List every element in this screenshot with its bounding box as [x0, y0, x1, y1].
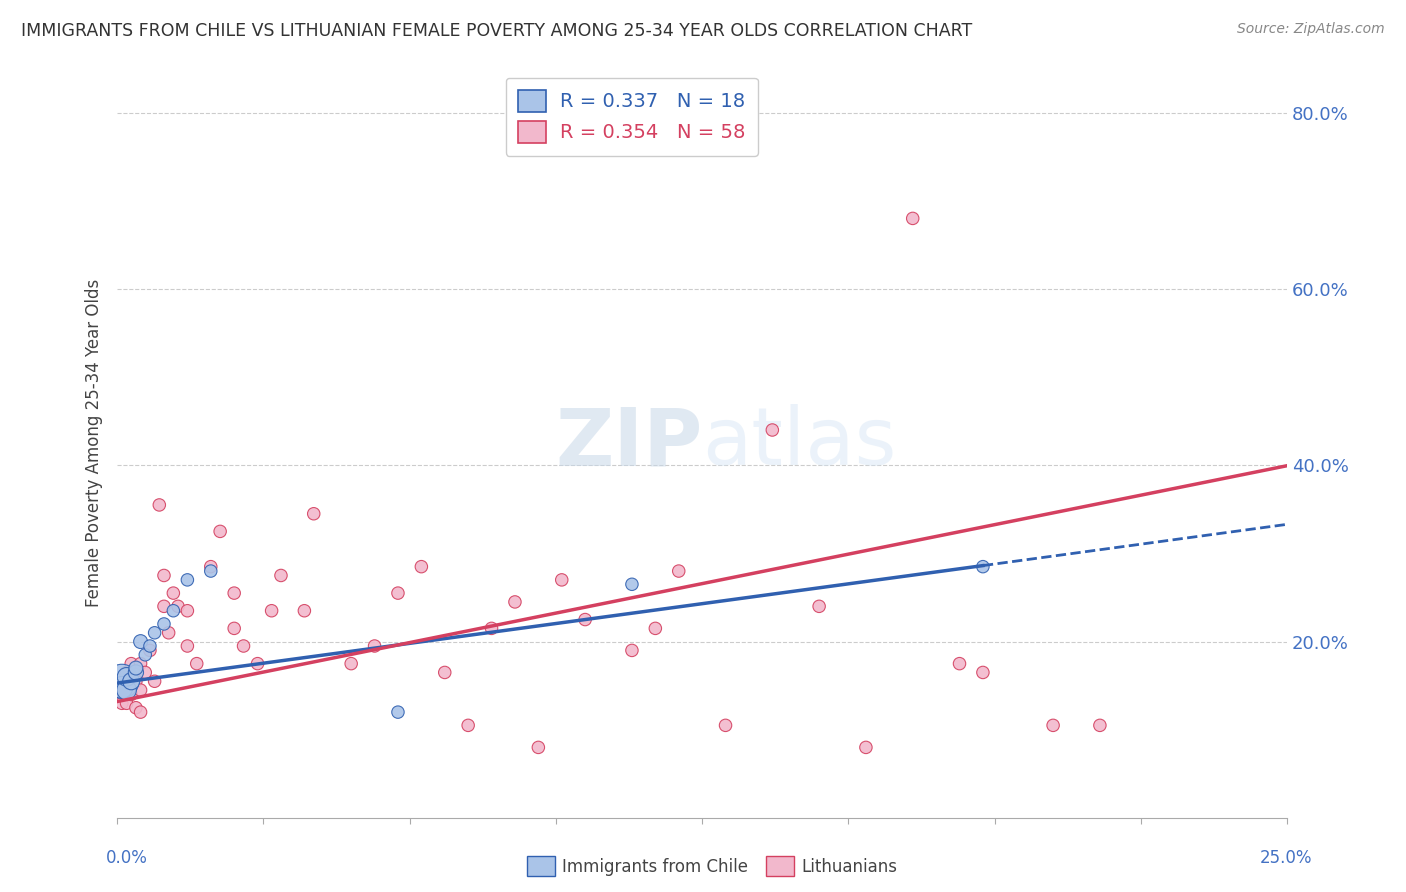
- Point: [527, 740, 550, 755]
- Point: [186, 657, 208, 671]
- Point: [176, 604, 198, 618]
- Point: [143, 674, 166, 689]
- Point: [153, 599, 176, 614]
- Text: atlas: atlas: [702, 404, 897, 483]
- Point: [457, 718, 479, 732]
- Text: Lithuanians: Lithuanians: [801, 858, 897, 876]
- Point: [139, 643, 162, 657]
- Point: [157, 625, 180, 640]
- Text: IMMIGRANTS FROM CHILE VS LITHUANIAN FEMALE POVERTY AMONG 25-34 YEAR OLDS CORRELA: IMMIGRANTS FROM CHILE VS LITHUANIAN FEMA…: [21, 22, 973, 40]
- Point: [111, 681, 134, 695]
- Point: [1042, 718, 1064, 732]
- Point: [115, 683, 138, 698]
- Point: [270, 568, 292, 582]
- Point: [115, 696, 138, 710]
- Point: [200, 559, 222, 574]
- Point: [162, 604, 184, 618]
- Point: [115, 670, 138, 684]
- Point: [111, 674, 134, 689]
- Point: [129, 634, 152, 648]
- Point: [125, 674, 148, 689]
- Point: [551, 573, 574, 587]
- Text: 25.0%: 25.0%: [1260, 848, 1313, 866]
- Point: [120, 688, 142, 702]
- Point: [972, 665, 994, 680]
- Point: [302, 507, 325, 521]
- Y-axis label: Female Poverty Among 25-34 Year Olds: Female Poverty Among 25-34 Year Olds: [86, 279, 103, 607]
- Point: [125, 661, 148, 675]
- Point: [111, 674, 134, 689]
- Point: [620, 577, 643, 591]
- Point: [129, 683, 152, 698]
- Point: [167, 599, 190, 614]
- Point: [855, 740, 877, 755]
- Point: [901, 211, 924, 226]
- Point: [200, 564, 222, 578]
- Point: [620, 643, 643, 657]
- Point: [668, 564, 690, 578]
- Point: [503, 595, 526, 609]
- Point: [115, 665, 138, 680]
- Point: [129, 705, 152, 719]
- Point: [125, 700, 148, 714]
- Point: [411, 559, 433, 574]
- Point: [644, 621, 666, 635]
- Text: 0.0%: 0.0%: [105, 848, 148, 866]
- Point: [129, 657, 152, 671]
- Point: [481, 621, 503, 635]
- Legend: R = 0.337   N = 18, R = 0.354   N = 58: R = 0.337 N = 18, R = 0.354 N = 58: [506, 78, 758, 156]
- Point: [209, 524, 232, 539]
- Point: [948, 657, 970, 671]
- Point: [125, 665, 148, 680]
- Point: [120, 657, 142, 671]
- Point: [433, 665, 456, 680]
- Point: [120, 674, 142, 689]
- Point: [224, 621, 246, 635]
- Point: [260, 604, 283, 618]
- Point: [153, 568, 176, 582]
- Point: [139, 639, 162, 653]
- Point: [134, 665, 156, 680]
- Point: [387, 705, 409, 719]
- Point: [292, 604, 315, 618]
- Point: [162, 586, 184, 600]
- Point: [340, 657, 363, 671]
- Point: [143, 625, 166, 640]
- Text: ZIP: ZIP: [555, 404, 702, 483]
- Point: [246, 657, 269, 671]
- Point: [1088, 718, 1111, 732]
- Point: [363, 639, 385, 653]
- Point: [387, 586, 409, 600]
- Point: [808, 599, 831, 614]
- Point: [176, 573, 198, 587]
- Point: [714, 718, 737, 732]
- Point: [115, 674, 138, 689]
- Point: [972, 559, 994, 574]
- Text: Immigrants from Chile: Immigrants from Chile: [562, 858, 748, 876]
- Point: [224, 586, 246, 600]
- Point: [761, 423, 783, 437]
- Point: [574, 613, 596, 627]
- Point: [176, 639, 198, 653]
- Point: [148, 498, 170, 512]
- Text: Source: ZipAtlas.com: Source: ZipAtlas.com: [1237, 22, 1385, 37]
- Point: [111, 696, 134, 710]
- Point: [153, 617, 176, 632]
- Point: [111, 683, 134, 698]
- Point: [232, 639, 254, 653]
- Point: [134, 648, 156, 662]
